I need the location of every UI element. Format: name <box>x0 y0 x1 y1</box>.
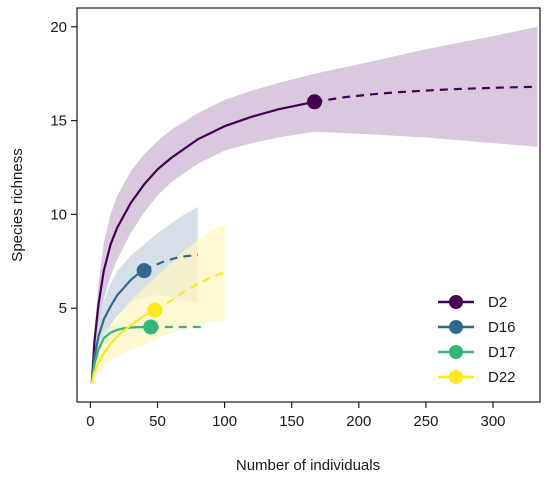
y-tick-label: 20 <box>50 19 67 36</box>
x-tick-label: 50 <box>149 413 166 430</box>
x-tick-label: 300 <box>481 413 506 430</box>
interpolated-line-d22 <box>90 309 156 384</box>
legend-swatch-marker <box>449 370 463 384</box>
y-axis-ticks: 5 10 15 20 <box>50 19 77 317</box>
legend-label: D17 <box>488 344 516 361</box>
y-tick-label: 5 <box>59 300 67 317</box>
legend-swatch-marker <box>449 320 463 334</box>
x-axis-ticks: 0 50 100 150 200 250 300 <box>86 402 506 430</box>
legend-item-d22: D22 <box>438 369 516 386</box>
legend: D2 D16 D17 D22 <box>438 294 516 386</box>
x-axis-label: Number of individuals <box>236 457 380 474</box>
extrapolated-line-d22 <box>154 271 225 312</box>
legend-item-d2: D2 <box>438 294 507 311</box>
legend-item-d17: D17 <box>438 344 516 361</box>
x-tick-label: 0 <box>86 413 94 430</box>
x-tick-label: 100 <box>212 413 237 430</box>
legend-swatch-marker <box>449 345 463 359</box>
x-tick-label: 150 <box>279 413 304 430</box>
observed-point-d16 <box>136 263 152 279</box>
extrapolated-line-d16 <box>143 253 198 272</box>
plot-frame <box>76 7 541 403</box>
legend-label: D16 <box>488 319 516 336</box>
y-tick-label: 15 <box>50 113 67 130</box>
y-tick-label: 10 <box>50 206 67 223</box>
observed-point-d2 <box>307 94 323 110</box>
legend-label: D2 <box>488 294 507 311</box>
interpolated-line-d17 <box>90 325 151 384</box>
observed-points <box>136 94 323 335</box>
confidence-bands <box>91 26 538 384</box>
extrapolated-line-d2 <box>314 85 538 103</box>
ci-band-d2 <box>91 26 538 384</box>
observed-point-d22 <box>147 302 163 318</box>
x-tick-label: 200 <box>346 413 371 430</box>
series-lines <box>90 85 538 384</box>
legend-item-d16: D16 <box>438 319 516 336</box>
x-tick-label: 250 <box>413 413 438 430</box>
legend-label: D22 <box>488 369 516 386</box>
y-axis-label: Species richness <box>9 148 26 261</box>
observed-point-d17 <box>143 319 159 335</box>
interpolated-line-d2 <box>90 100 315 384</box>
legend-swatch-marker <box>449 295 463 309</box>
interpolated-line-d16 <box>90 269 145 384</box>
